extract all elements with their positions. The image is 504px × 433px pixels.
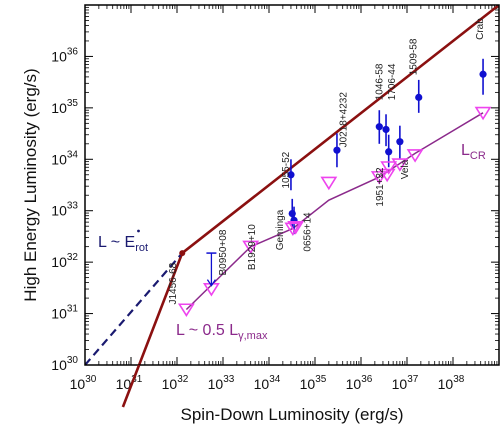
- y-tick-label: 1035: [51, 98, 78, 116]
- x-tick-label: 1035: [300, 374, 327, 392]
- x-tick-label: 1030: [70, 374, 97, 392]
- point-label: Geminga: [275, 209, 286, 250]
- point-label: J0218+4232: [338, 92, 349, 148]
- observed-point: [479, 70, 487, 78]
- erot-line: [137, 5, 499, 365]
- y-tick-label: 1032: [51, 252, 78, 270]
- x-tick-label: 1032: [162, 374, 189, 392]
- x-tick-label: 1031: [116, 374, 143, 392]
- model-lines: [85, 5, 499, 365]
- model-point: [242, 240, 260, 255]
- point-label: B0950+08: [218, 229, 229, 275]
- point-label: 1509-58: [408, 38, 419, 75]
- point-label: 0656+14: [303, 212, 314, 252]
- model-point: [406, 149, 424, 163]
- model-point: [284, 222, 302, 237]
- point-label: 1046-58: [374, 63, 385, 100]
- model-point: [287, 221, 305, 235]
- upper-limit-arrowhead: [206, 279, 216, 287]
- observed-point: [333, 146, 341, 154]
- data-points: [177, 58, 492, 317]
- model-point: [177, 303, 195, 317]
- lcr-label: LCR: [461, 142, 486, 162]
- y-tick-label: 1036: [51, 46, 78, 64]
- observed-point: [287, 171, 295, 179]
- x-tick-label: 1033: [208, 374, 235, 392]
- model-point: [380, 161, 398, 175]
- gamma-max-label: L ~ 0.5 Lγ,max: [176, 322, 268, 342]
- plot-frame: [84, 4, 500, 366]
- x-tick-label: 1038: [438, 374, 465, 392]
- erot-relation-label: L ~ Erot: [98, 234, 148, 254]
- observed-point: [385, 148, 393, 156]
- point-label: B1929+10: [247, 224, 258, 270]
- x-tick-label: 1034: [254, 374, 281, 392]
- y-tick-label: 1033: [51, 201, 78, 219]
- model-point: [320, 176, 338, 191]
- erot-dot-accent: [137, 229, 140, 233]
- observed-point: [382, 125, 390, 134]
- x-axis-label: Spin-Down Luminosity (erg/s): [181, 405, 404, 424]
- point-label: J1456-68: [168, 262, 179, 304]
- lcr-curve: [185, 112, 484, 311]
- erot-junction-point: [179, 250, 186, 257]
- point-label: 1951+32: [375, 167, 386, 207]
- y-tick-label: 1031: [51, 304, 78, 322]
- observed-point: [375, 123, 383, 131]
- point-label: 1055-52: [281, 151, 292, 188]
- point-label: 1706-44: [387, 63, 398, 100]
- model-point: [370, 171, 388, 185]
- point-labels: Crab 1509-58 1046-58 1706-44 J0218+4232 1055-…: [168, 18, 486, 305]
- y-tick-label: 1034: [51, 149, 78, 167]
- observed-point: [396, 138, 404, 146]
- x-tick-label: 1036: [346, 374, 373, 392]
- observed-point: [415, 93, 423, 101]
- dashed-extension-line: [85, 252, 184, 365]
- point-label: Crab: [475, 18, 486, 40]
- point-label: Vela: [400, 159, 411, 179]
- erot-line-extension: [121, 364, 141, 408]
- y-tick-label: 1030: [51, 355, 78, 373]
- x-tick-label: 1037: [392, 374, 419, 392]
- axes: 1030 1031 1032 1033 1034 1035 1036 1037 1038 1030…: [51, 5, 499, 392]
- relation-annotations: L ~ Erot LCR L ~ 0.5 Lγ,max: [98, 142, 486, 342]
- model-point: [474, 106, 492, 121]
- y-axis-label: High Energy Luminosity (erg/s): [21, 68, 40, 301]
- model-point: [391, 158, 409, 172]
